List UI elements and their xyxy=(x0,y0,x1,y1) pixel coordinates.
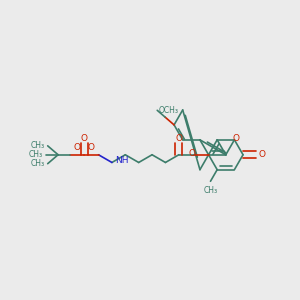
Text: CH₃: CH₃ xyxy=(29,150,43,159)
Text: CH₃: CH₃ xyxy=(203,186,218,195)
Text: O: O xyxy=(189,149,196,158)
Text: CH₃: CH₃ xyxy=(31,141,45,150)
Text: O: O xyxy=(81,134,88,143)
Text: OCH₃: OCH₃ xyxy=(159,106,179,115)
Text: O: O xyxy=(88,143,95,152)
Text: O: O xyxy=(259,150,266,159)
Text: O: O xyxy=(175,134,182,143)
Text: CH₃: CH₃ xyxy=(31,159,45,168)
Text: O: O xyxy=(74,143,81,152)
Text: O: O xyxy=(232,134,239,143)
Text: NH: NH xyxy=(115,157,128,166)
